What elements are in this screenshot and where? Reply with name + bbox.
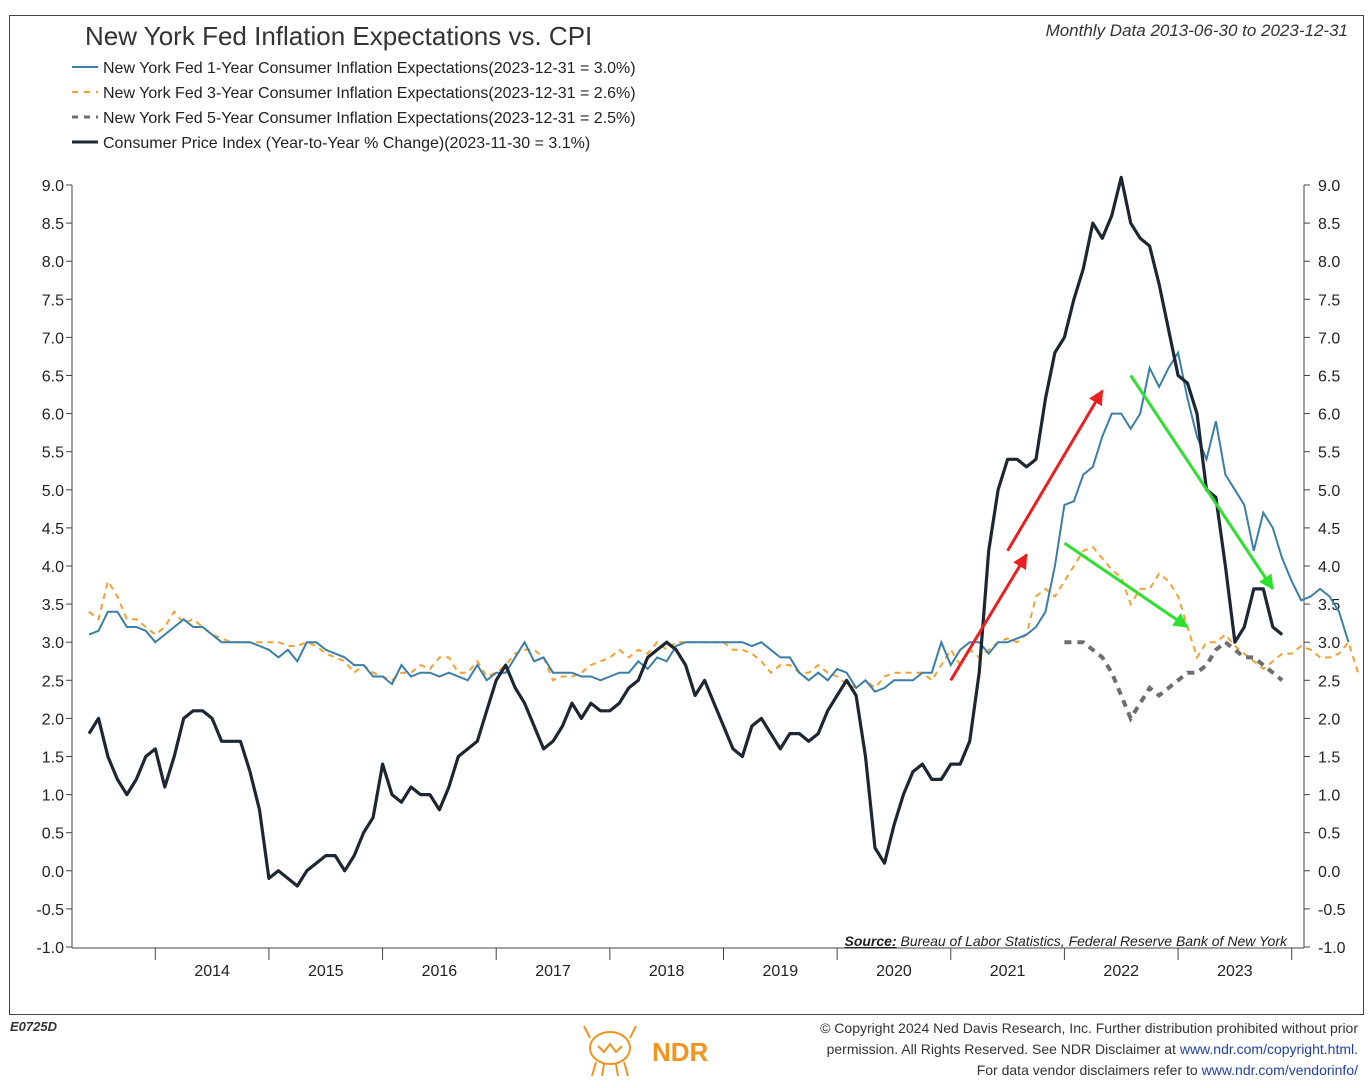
x-tick-label: 2017 bbox=[535, 963, 571, 980]
chart-frame bbox=[9, 15, 1364, 1015]
y-tick-label-left: 0.5 bbox=[42, 826, 64, 843]
y-tick-label-right: 7.5 bbox=[1318, 292, 1340, 309]
y-tick-label-right: -1.0 bbox=[1318, 940, 1346, 957]
x-tick-label: 2016 bbox=[422, 963, 458, 980]
annotation-arrow-up bbox=[1006, 389, 1104, 552]
y-ticks-right: 9.0 8.5 8.0 7.5 7.0 6.5 6.0 5.5 5.0 4.5 4.0 3.5 3.0 2… bbox=[1304, 178, 1346, 957]
annotation-arrow-down bbox=[1129, 374, 1274, 591]
x-tick-label: 2023 bbox=[1217, 963, 1253, 980]
source-label: Source: bbox=[844, 933, 896, 949]
y-ticks-left: 9.0 8.5 8.0 7.5 7.0 6.5 6.0 5.5 5.0 4.5 4.0 3.5 3.0 2… bbox=[36, 178, 72, 957]
y-tick-label-right: 2.5 bbox=[1318, 673, 1340, 690]
bull-bear-icon bbox=[583, 1025, 637, 1077]
y-tick-label-right: 1.0 bbox=[1318, 788, 1340, 805]
y-tick-label-right: 5.5 bbox=[1318, 445, 1340, 462]
y-tick-label-left: 4.5 bbox=[42, 521, 64, 538]
x-tick-label: 2018 bbox=[649, 963, 685, 980]
chart-subtitle: Monthly Data 2013-06-30 to 2023-12-31 bbox=[1046, 21, 1348, 40]
series-line-one-year bbox=[88, 349, 1350, 693]
x-tick-label: 2022 bbox=[1103, 963, 1139, 980]
legend-label-five-year: New York Fed 5-Year Consumer Inflation E… bbox=[103, 110, 636, 127]
chart-id: E0725D bbox=[10, 1019, 57, 1034]
copyright-notice: © Copyright 2024 Ned Davis Research, Inc… bbox=[738, 1018, 1358, 1081]
annotation-arrow-down bbox=[1063, 541, 1189, 629]
x-tick-label: 2019 bbox=[763, 963, 799, 980]
y-tick-label-left: 1.0 bbox=[42, 788, 64, 805]
y-tick-label-left: 4.0 bbox=[42, 559, 64, 576]
y-tick-label-left: -1.0 bbox=[36, 940, 64, 957]
y-tick-label-right: 1.5 bbox=[1318, 750, 1340, 767]
y-tick-label-right: 3.0 bbox=[1318, 635, 1340, 652]
y-tick-label-right: -0.5 bbox=[1318, 902, 1346, 919]
y-tick-label-left: 8.0 bbox=[42, 254, 64, 271]
y-tick-label-right: 0.0 bbox=[1318, 864, 1340, 881]
y-tick-label-left: 1.5 bbox=[42, 750, 64, 767]
ndr-logo: NDR bbox=[578, 1018, 728, 1080]
y-tick-label-right: 9.0 bbox=[1318, 178, 1340, 195]
x-tick-label: 2020 bbox=[876, 963, 912, 980]
y-tick-label-right: 5.0 bbox=[1318, 483, 1340, 500]
series-line-five-year bbox=[1064, 639, 1284, 723]
y-tick-label-left: 0.0 bbox=[42, 864, 64, 881]
series-line-cpi bbox=[87, 175, 1284, 888]
y-tick-label-left: 8.5 bbox=[42, 216, 64, 233]
y-tick-label-right: 7.0 bbox=[1318, 330, 1340, 347]
copyright-line-3-text: For data vendor disclaimers refer to bbox=[976, 1062, 1202, 1078]
x-tick-label: 2021 bbox=[990, 963, 1026, 980]
logo-text: NDR bbox=[652, 1037, 709, 1067]
vendor-info-link[interactable]: www.ndr.com/vendorinfo/ bbox=[1201, 1062, 1358, 1078]
y-tick-label-left: 2.0 bbox=[42, 711, 64, 728]
copyright-line-3: For data vendor disclaimers refer to www… bbox=[738, 1060, 1358, 1081]
chart-title: New York Fed Inflation Expectations vs. … bbox=[85, 21, 592, 51]
y-tick-label-left: 7.5 bbox=[42, 292, 64, 309]
copyright-line-2-text: permission. All Rights Reserved. See NDR… bbox=[826, 1041, 1180, 1057]
y-tick-label-right: 3.5 bbox=[1318, 597, 1340, 614]
y-tick-label-left: 6.0 bbox=[42, 407, 64, 424]
y-tick-label-left: 5.5 bbox=[42, 445, 64, 462]
source-text: Bureau of Labor Statistics, Federal Rese… bbox=[901, 933, 1288, 949]
y-tick-label-right: 0.5 bbox=[1318, 826, 1340, 843]
y-tick-label-left: 3.5 bbox=[42, 597, 64, 614]
x-ticks: 2014 2015 2016 2017 2018 2019 2020 2021 2022 2023 bbox=[154, 948, 1293, 980]
series-layer bbox=[87, 175, 1359, 888]
y-tick-label-left: 6.5 bbox=[42, 369, 64, 386]
legend-label-one-year: New York Fed 1-Year Consumer Inflation E… bbox=[103, 60, 636, 77]
y-tick-label-left: 5.0 bbox=[42, 483, 64, 500]
x-tick-label: 2015 bbox=[308, 963, 344, 980]
legend-label-three-year: New York Fed 3-Year Consumer Inflation E… bbox=[103, 85, 636, 102]
y-tick-label-right: 6.5 bbox=[1318, 369, 1340, 386]
annotation-arrows bbox=[949, 374, 1274, 682]
y-tick-label-left: 9.0 bbox=[42, 178, 64, 195]
copyright-link[interactable]: www.ndr.com/copyright.html. bbox=[1179, 1041, 1358, 1057]
y-tick-label-right: 6.0 bbox=[1318, 407, 1340, 424]
y-tick-label-left: 2.5 bbox=[42, 673, 64, 690]
y-tick-label-right: 4.0 bbox=[1318, 559, 1340, 576]
y-tick-label-left: 3.0 bbox=[42, 635, 64, 652]
series-line-three-year bbox=[88, 545, 1359, 690]
copyright-line-2: permission. All Rights Reserved. See NDR… bbox=[738, 1039, 1358, 1060]
annotation-arrow-up bbox=[949, 553, 1028, 682]
legend: New York Fed 1-Year Consumer Inflation E… bbox=[72, 60, 636, 152]
legend-label-cpi: Consumer Price Index (Year-to-Year % Cha… bbox=[103, 135, 590, 152]
source-line: Source: Bureau of Labor Statistics, Fede… bbox=[844, 933, 1288, 949]
copyright-line-1: © Copyright 2024 Ned Davis Research, Inc… bbox=[820, 1020, 1358, 1036]
y-tick-label-left: 7.0 bbox=[42, 330, 64, 347]
y-tick-label-left: -0.5 bbox=[36, 902, 64, 919]
y-tick-label-right: 8.0 bbox=[1318, 254, 1340, 271]
y-tick-label-right: 4.5 bbox=[1318, 521, 1340, 538]
chart: New York Fed Inflation Expectations vs. … bbox=[36, 21, 1359, 980]
y-tick-label-right: 2.0 bbox=[1318, 711, 1340, 728]
x-tick-label: 2014 bbox=[194, 963, 230, 980]
y-tick-label-right: 8.5 bbox=[1318, 216, 1340, 233]
